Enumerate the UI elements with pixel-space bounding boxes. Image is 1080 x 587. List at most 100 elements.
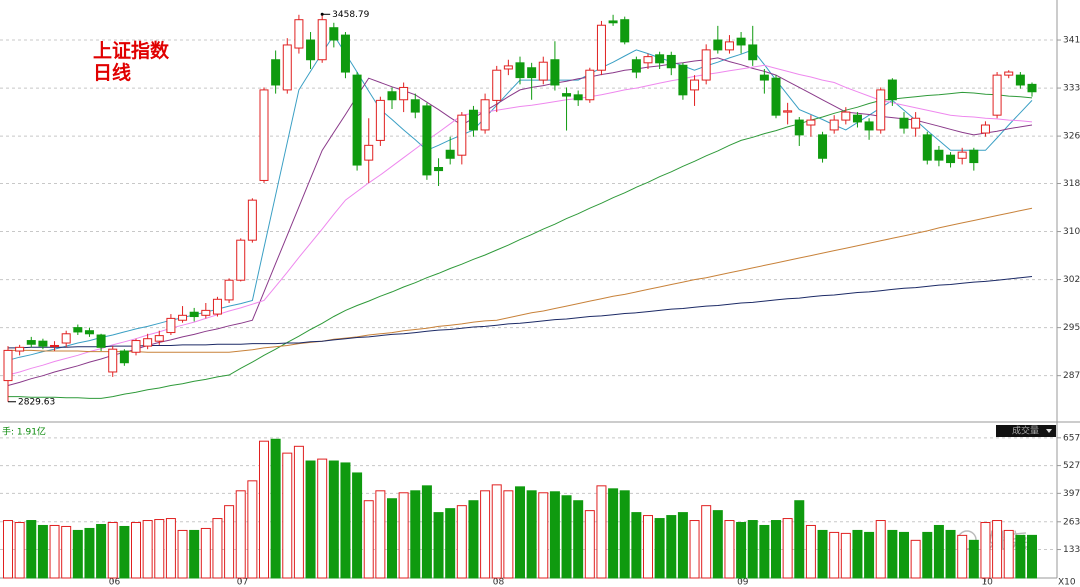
volume-bar (724, 520, 735, 579)
volume-bar (14, 522, 25, 579)
candle-body (189, 311, 199, 318)
candle-body (457, 114, 467, 156)
moving-average-line (8, 276, 1033, 349)
candle-body (1004, 71, 1014, 76)
candle-body (247, 199, 257, 241)
chart-title: 上证指数 (93, 39, 170, 62)
volume-bar (247, 480, 258, 579)
y-tick-label: 3261 (1063, 132, 1080, 142)
y2-tick-label: 1335 (1063, 545, 1080, 555)
candle-body (282, 44, 292, 91)
volume-bar (608, 488, 619, 579)
volume-bar (363, 500, 374, 579)
volume-bar (980, 522, 991, 579)
volume-button[interactable] (996, 425, 1056, 437)
volume-bar (875, 520, 886, 579)
volume-bar (794, 500, 805, 579)
candle-body (143, 338, 153, 347)
candle-body (306, 39, 316, 61)
candle-body (596, 24, 606, 71)
volume-bar (968, 539, 979, 579)
candle-body (445, 149, 455, 159)
candle-body (515, 62, 525, 79)
volume-bar (37, 524, 48, 579)
volume-bar (421, 485, 432, 579)
candle-body (887, 79, 897, 101)
candle-body (480, 99, 490, 131)
candle-body (911, 117, 921, 129)
candle-body (806, 119, 816, 126)
candle-body (329, 27, 339, 41)
candle-body (852, 114, 862, 123)
candle-body (1027, 83, 1037, 93)
volume-bar (677, 512, 688, 579)
candle-body (818, 134, 828, 159)
candle-body (61, 333, 71, 344)
volume-bar (61, 525, 72, 579)
volume-bar (643, 515, 653, 579)
low-annotation: 2829.63 (18, 397, 55, 407)
candle-body (154, 335, 164, 342)
candle-body (201, 309, 211, 316)
candle-body (701, 49, 711, 81)
candle-body (340, 34, 350, 73)
volume-bar (410, 490, 421, 579)
high-annotation: 3458.79 (332, 10, 369, 20)
volume-bar (224, 505, 235, 579)
volume-bar (375, 490, 386, 579)
volume-bar (84, 527, 95, 579)
volume-bar (736, 522, 747, 579)
volume-button-label[interactable]: 成交量 (1012, 425, 1039, 437)
candle-body (84, 330, 94, 335)
volume-bar (445, 508, 456, 579)
volume-bar (142, 520, 153, 579)
moving-average-line (8, 207, 1033, 353)
volume-bar (864, 531, 875, 579)
volume-bar (282, 452, 293, 579)
volume-bar (259, 440, 269, 579)
candle-body (50, 344, 60, 347)
volume-bar (328, 460, 339, 579)
volume-bar (701, 505, 712, 579)
candle-body (655, 54, 665, 64)
candle-body (434, 167, 444, 172)
candle-body (759, 74, 769, 81)
volume-bar (433, 512, 444, 579)
candle-body (876, 89, 886, 131)
volume-bar (165, 518, 176, 579)
y2-tick-label: 3972 (1063, 489, 1080, 499)
moving-average-line (8, 91, 1033, 399)
candle-body (317, 19, 327, 61)
candle-body (713, 39, 723, 51)
volume-bar (212, 518, 223, 579)
candle-body (119, 350, 129, 364)
volume-bar (538, 492, 549, 579)
candle-body (15, 346, 25, 352)
volume-bar (1027, 534, 1037, 579)
volume-bar (689, 520, 700, 579)
candle-body (492, 69, 502, 101)
volume-bar (26, 520, 37, 579)
candle-body (224, 279, 234, 301)
moving-average-line (7, 64, 1033, 376)
candle-body (585, 69, 595, 101)
candle-body (410, 99, 420, 113)
candle-body (631, 59, 641, 73)
volume-bar (933, 524, 944, 579)
volume-bar (899, 531, 909, 579)
x-tick-label: 10 (981, 578, 993, 587)
volume-bar (596, 485, 607, 579)
y2-tick-label: 5275 (1063, 461, 1080, 471)
candle-body (562, 93, 572, 97)
candle-body (294, 19, 304, 49)
candle-body (236, 239, 246, 281)
volume-bar (72, 529, 83, 579)
volume-bar (3, 520, 13, 579)
volume-bar (910, 539, 921, 579)
volume-bar (654, 518, 665, 579)
volume-bar (270, 438, 281, 579)
candle-body (934, 149, 944, 161)
candle-body (550, 59, 560, 86)
volume-bar (468, 500, 479, 579)
volume-bar (119, 525, 130, 579)
